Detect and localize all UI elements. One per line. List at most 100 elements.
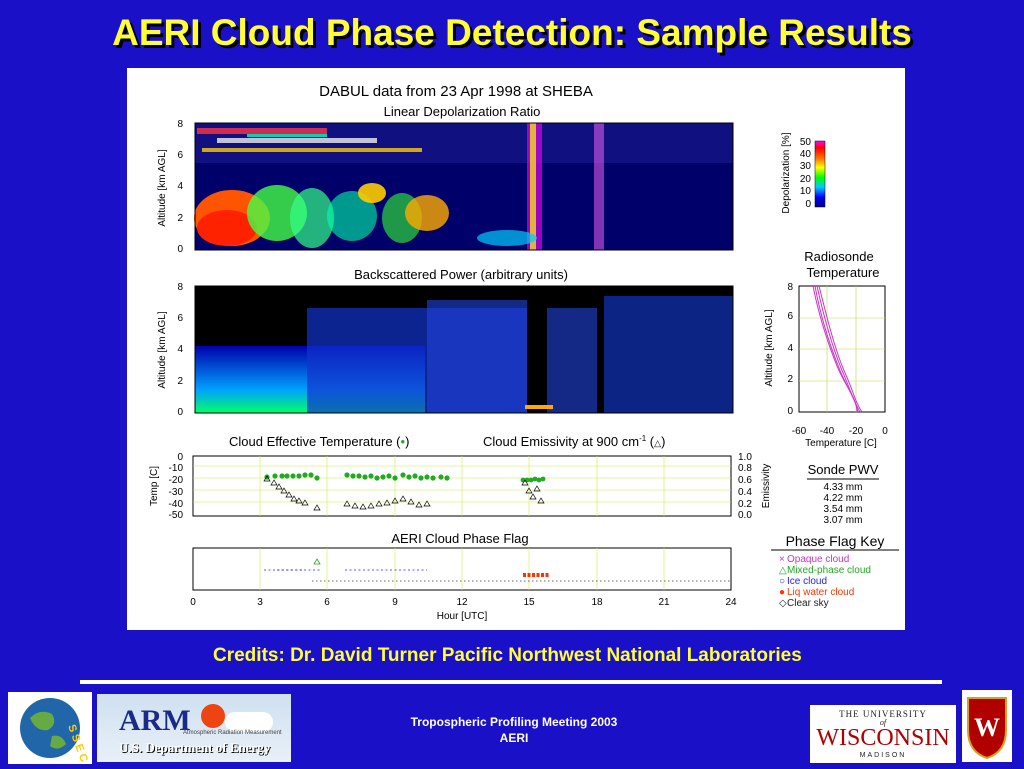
crest-letter: W <box>974 713 1000 742</box>
svg-text:Cloud Emissivity at 900 cm-1 (: Cloud Emissivity at 900 cm-1 (△) <box>483 434 665 449</box>
arm-letters: ARM <box>119 704 191 737</box>
svg-text:-20: -20 <box>169 475 184 486</box>
panel2-y-label: Altitude [km AGL] <box>157 311 168 388</box>
radiosonde-x-label: Temperature [C] <box>805 438 877 449</box>
svg-text:4: 4 <box>177 344 183 355</box>
arm-tagline: Atmospheric Radiation Measurement <box>183 730 282 736</box>
svg-text:1.0: 1.0 <box>738 452 752 463</box>
svg-text:8: 8 <box>787 282 793 293</box>
radiosonde-y-ticks: 0 2 4 6 8 <box>787 282 793 417</box>
temp-axis-label: Temp [C] <box>149 466 160 506</box>
x-axis-ticks: 0 3 6 9 12 15 18 21 24 <box>190 597 737 608</box>
uw-crest-logo: W <box>962 690 1012 762</box>
key-title: Phase Flag Key <box>786 533 885 549</box>
svg-text:0.6: 0.6 <box>738 475 752 486</box>
phase-flag-panel <box>192 547 732 591</box>
svg-text:8: 8 <box>177 282 183 293</box>
uw-bottom: MADISON <box>859 752 907 759</box>
svg-text:0: 0 <box>882 426 888 437</box>
x-axis-label: Hour [UTC] <box>437 611 488 622</box>
svg-text:2: 2 <box>787 374 793 385</box>
slide-title: AERI Cloud Phase Detection: Sample Resul… <box>112 12 912 53</box>
radiosonde-y-label: Altitude [km AGL] <box>764 309 775 386</box>
arm-logo: ARM Atmospheric Radiation Measurement U.… <box>97 694 291 762</box>
svg-text:-40: -40 <box>820 426 835 437</box>
svg-text:2: 2 <box>177 376 183 387</box>
panel2-y-ticks: 0 2 4 6 8 <box>177 282 183 418</box>
svg-text:6: 6 <box>324 597 330 608</box>
svg-text:0: 0 <box>787 406 793 417</box>
svg-text:Opaque cloud: Opaque cloud <box>787 554 849 565</box>
svg-text:3.07 mm: 3.07 mm <box>824 515 863 526</box>
svg-text:30: 30 <box>800 161 812 172</box>
svg-text:0: 0 <box>190 597 196 608</box>
temp-emis-panel <box>192 455 732 517</box>
svg-text:4.22 mm: 4.22 mm <box>824 493 863 504</box>
svg-text:Clear sky: Clear sky <box>787 598 829 609</box>
svg-text:24: 24 <box>725 597 737 608</box>
credits-text: Credits: Dr. David Turner Pacific Northw… <box>213 645 802 666</box>
svg-text:4.33 mm: 4.33 mm <box>824 482 863 493</box>
footer-aeri: AERI <box>499 731 529 745</box>
pwv-title: Sonde PWV <box>808 462 879 477</box>
svg-text:-40: -40 <box>169 499 184 510</box>
svg-text:0.8: 0.8 <box>738 463 752 474</box>
svg-text:50: 50 <box>800 137 812 148</box>
svg-text:◇: ◇ <box>779 598 787 609</box>
ssec-logo: S S E C <box>8 692 92 764</box>
svg-text:3: 3 <box>257 597 263 608</box>
svg-text:2: 2 <box>177 213 183 224</box>
emis-axis-label: Emissivity <box>761 464 772 508</box>
svg-text:6: 6 <box>177 150 183 161</box>
svg-text:15: 15 <box>523 597 535 608</box>
uw-main: WISCONSIN <box>816 725 950 751</box>
cloud-icon <box>225 712 273 732</box>
radiosonde-title-2: Temperature <box>807 265 880 280</box>
svg-text:-50: -50 <box>169 510 184 521</box>
svg-text:0: 0 <box>177 244 183 255</box>
depolarization-panel <box>194 122 734 251</box>
panel3-title: Cloud Effective Temperature (•) Cloud Em… <box>229 434 665 449</box>
svg-text:4: 4 <box>177 181 183 192</box>
svg-text:-60: -60 <box>792 426 807 437</box>
svg-text:0.0: 0.0 <box>738 510 752 521</box>
pwv-values: 4.33 mm4.22 mm 3.54 mm3.07 mm <box>824 482 863 526</box>
uw-top: THE UNIVERSITY <box>839 709 927 719</box>
uw-wordmark-logo: THE UNIVERSITY of WISCONSIN MADISON <box>810 705 956 763</box>
figure-title: DABUL data from 23 Apr 1998 at SHEBA <box>319 83 593 100</box>
svg-text:●: ● <box>779 587 785 598</box>
radiosonde-plot <box>798 285 886 413</box>
radiosonde-x-ticks: -60 -40 -20 0 <box>792 426 888 437</box>
svg-text:8: 8 <box>177 119 183 130</box>
svg-text:40: 40 <box>800 149 812 160</box>
doe-banner: U.S. Department of Energy <box>119 740 271 755</box>
backscatter-panel <box>194 285 734 414</box>
uw-of: of <box>879 718 887 727</box>
svg-text:0.2: 0.2 <box>738 499 752 510</box>
radiosonde-title-1: Radiosonde <box>804 249 873 264</box>
svg-text:6: 6 <box>177 313 183 324</box>
dabul-figure: DABUL data from 23 Apr 1998 at SHEBA Lin… <box>127 68 905 630</box>
svg-text:0: 0 <box>177 407 183 418</box>
panel1-y-ticks: 0 2 4 6 8 <box>177 119 183 255</box>
svg-text:Ice cloud: Ice cloud <box>787 576 827 587</box>
svg-text:9: 9 <box>392 597 398 608</box>
temp-axis-ticks: 0-10 -20-30 -40-50 <box>169 452 184 521</box>
svg-text:○: ○ <box>779 576 785 587</box>
footer-meeting: Tropospheric Profiling Meeting 2003 <box>410 715 618 729</box>
sun-icon <box>201 704 225 728</box>
panel1-title: Linear Depolarization Ratio <box>384 104 541 119</box>
panel1-y-label: Altitude [km AGL] <box>157 149 168 226</box>
svg-text:Liq water cloud: Liq water cloud <box>787 587 854 598</box>
svg-text:×: × <box>779 554 785 565</box>
emis-axis-ticks: 1.00.8 0.60.4 0.20.0 <box>738 452 752 521</box>
svg-text:0.4: 0.4 <box>738 487 752 498</box>
depol-colorbar <box>814 140 826 208</box>
svg-text:18: 18 <box>591 597 603 608</box>
svg-text:0: 0 <box>177 452 183 463</box>
depol-colorbar-label: Depolarization [%] <box>781 132 792 213</box>
svg-text:10: 10 <box>800 186 812 197</box>
svg-text:21: 21 <box>658 597 670 608</box>
svg-text:-10: -10 <box>169 463 184 474</box>
